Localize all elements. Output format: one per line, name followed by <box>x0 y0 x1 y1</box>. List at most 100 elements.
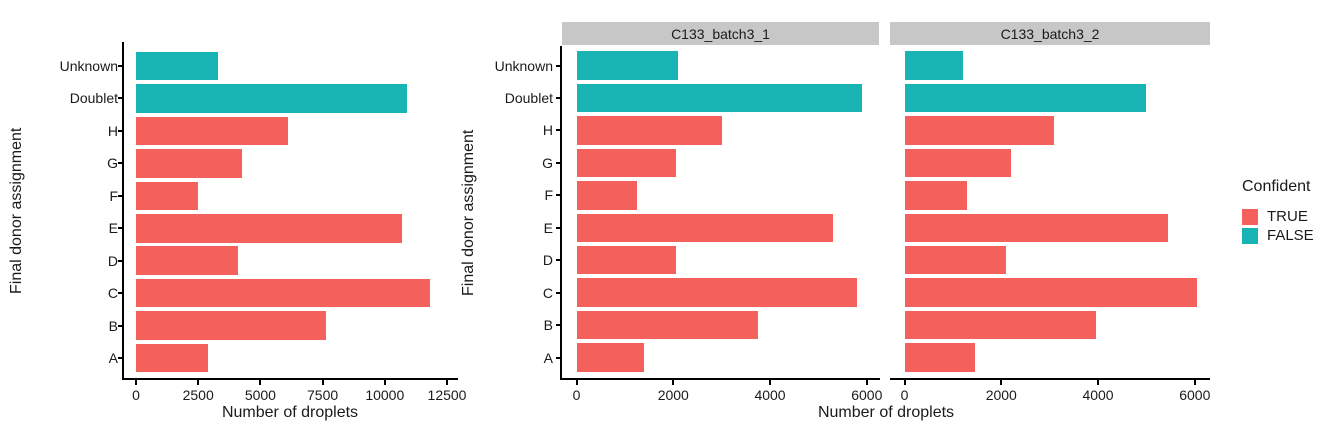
x-tick-mark <box>903 380 906 385</box>
y-tick-label-d: D <box>107 252 118 269</box>
bar-d-c133_batch3_2 <box>904 245 1007 275</box>
bar-f-c133_batch3_2 <box>904 181 968 210</box>
bar-f-combined <box>136 181 199 211</box>
facet-strip-label: C133_batch3_1 <box>671 25 770 42</box>
facet-strip-batch3-2: C133_batch3_2 <box>890 22 1210 45</box>
x-axis-title-facet: Number of droplets <box>817 404 955 421</box>
y-tick-mark <box>556 226 560 229</box>
legend-label-false: FALSE <box>1267 227 1314 244</box>
x-tick-mark <box>672 380 675 385</box>
y-tick-mark <box>556 324 560 327</box>
y-tick-label-g: G <box>542 154 553 171</box>
bar-c-combined <box>136 278 430 308</box>
x-tick-label-12500: 12500 <box>427 387 467 403</box>
bar-e-c133_batch3_2 <box>904 213 1169 242</box>
x-tick-label-0: 0 <box>572 387 581 403</box>
y-tick-mark <box>118 324 122 327</box>
bar-b-combined <box>136 311 327 340</box>
bar-h-c133_batch3_2 <box>904 116 1055 145</box>
legend: Confident TRUE FALSE <box>1240 178 1314 246</box>
bar-h-c133_batch3_1 <box>576 116 722 145</box>
y-tick-mark <box>118 259 122 262</box>
y-tick-mark <box>556 356 560 359</box>
x-tick-label-7500: 7500 <box>307 387 339 403</box>
bar-g-combined <box>136 149 242 178</box>
legend-item-false: FALSE <box>1240 227 1314 244</box>
bar-d-c133_batch3_1 <box>576 245 676 275</box>
bar-a-c133_batch3_2 <box>904 343 975 372</box>
y-tick-mark <box>556 161 560 164</box>
y-tick-label-h: H <box>107 122 118 139</box>
legend-label-true: TRUE <box>1267 208 1308 225</box>
x-tick-mark <box>1000 380 1003 385</box>
x-tick-mark <box>1193 380 1196 385</box>
x-tick-label-6000: 6000 <box>1179 387 1211 403</box>
facet-strip-label: C133_batch3_2 <box>1000 25 1100 42</box>
x-tick-label-4000: 4000 <box>754 387 786 403</box>
x-tick-label-10000: 10000 <box>365 387 405 403</box>
legend-item-true: TRUE <box>1240 208 1314 225</box>
bar-g-c133_batch3_1 <box>576 148 676 178</box>
y-tick-label-e: E <box>108 220 118 237</box>
x-tick-mark <box>865 380 868 385</box>
bar-h-combined <box>136 116 288 146</box>
bar-e-c133_batch3_1 <box>576 213 833 242</box>
bar-doublet-c133_batch3_2 <box>904 83 1147 113</box>
x-tick-label-4000: 4000 <box>1082 387 1114 403</box>
y-tick-label-doublet: Doublet <box>504 89 553 106</box>
y-tick-label-g: G <box>107 155 118 172</box>
bar-f-c133_batch3_1 <box>576 181 637 210</box>
x-axis-title-combined: Number of droplets <box>221 404 359 421</box>
bar-e-combined <box>136 214 403 243</box>
y-tick-mark <box>556 129 560 132</box>
y-tick-mark <box>556 96 560 99</box>
bar-b-c133_batch3_2 <box>904 310 1096 340</box>
x-tick-mark <box>575 380 578 385</box>
y-tick-label-b: B <box>108 317 118 334</box>
x-tick-mark <box>769 380 772 385</box>
y-tick-label-a: A <box>543 349 553 366</box>
legend-title: Confident <box>1242 178 1311 195</box>
bar-a-c133_batch3_1 <box>576 343 645 372</box>
y-tick-label-unknown: Unknown <box>59 58 118 74</box>
bar-g-c133_batch3_2 <box>904 148 1011 178</box>
x-tick-label-5000: 5000 <box>244 387 276 403</box>
bar-doublet-c133_batch3_1 <box>576 83 862 113</box>
y-tick-mark <box>118 292 122 295</box>
y-tick-label-a: A <box>108 350 118 367</box>
y-tick-mark <box>118 357 122 360</box>
bar-unknown-c133_batch3_2 <box>904 51 963 80</box>
y-tick-mark <box>118 97 122 100</box>
x-tick-label-2000: 2000 <box>985 387 1017 403</box>
y-tick-mark <box>556 64 560 67</box>
y-tick-label-f: F <box>109 187 118 204</box>
x-tick-mark <box>259 380 262 385</box>
bar-b-c133_batch3_1 <box>576 310 758 340</box>
y-tick-label-d: D <box>542 252 553 269</box>
y-tick-mark <box>556 259 560 262</box>
y-tick-label-doublet: Doublet <box>69 90 118 107</box>
y-tick-label-f: F <box>544 187 553 204</box>
facet-strip-batch3-1: C133_batch3_1 <box>562 22 879 45</box>
y-tick-mark <box>118 129 122 132</box>
bar-c-c133_batch3_2 <box>904 278 1198 307</box>
y-axis-title-combined: Final donor assignment <box>8 127 25 295</box>
y-tick-mark <box>118 65 122 67</box>
bar-doublet-combined <box>136 84 408 113</box>
y-tick-label-unknown: Unknown <box>494 57 553 74</box>
y-tick-mark <box>556 194 560 197</box>
x-tick-label-0: 0 <box>900 387 909 403</box>
y-tick-mark <box>118 227 122 230</box>
y-tick-mark <box>118 194 122 197</box>
x-tick-mark <box>446 380 448 385</box>
x-tick-label-0: 0 <box>132 387 140 403</box>
legend-swatch-false-icon <box>1242 227 1258 244</box>
x-tick-mark <box>135 380 137 385</box>
x-tick-mark <box>383 380 386 385</box>
x-tick-label-6000: 6000 <box>851 387 883 403</box>
y-tick-mark <box>118 162 122 165</box>
bar-d-combined <box>136 246 238 275</box>
plot-area-batch3-2 <box>890 46 1210 380</box>
y-tick-label-h: H <box>542 122 553 139</box>
